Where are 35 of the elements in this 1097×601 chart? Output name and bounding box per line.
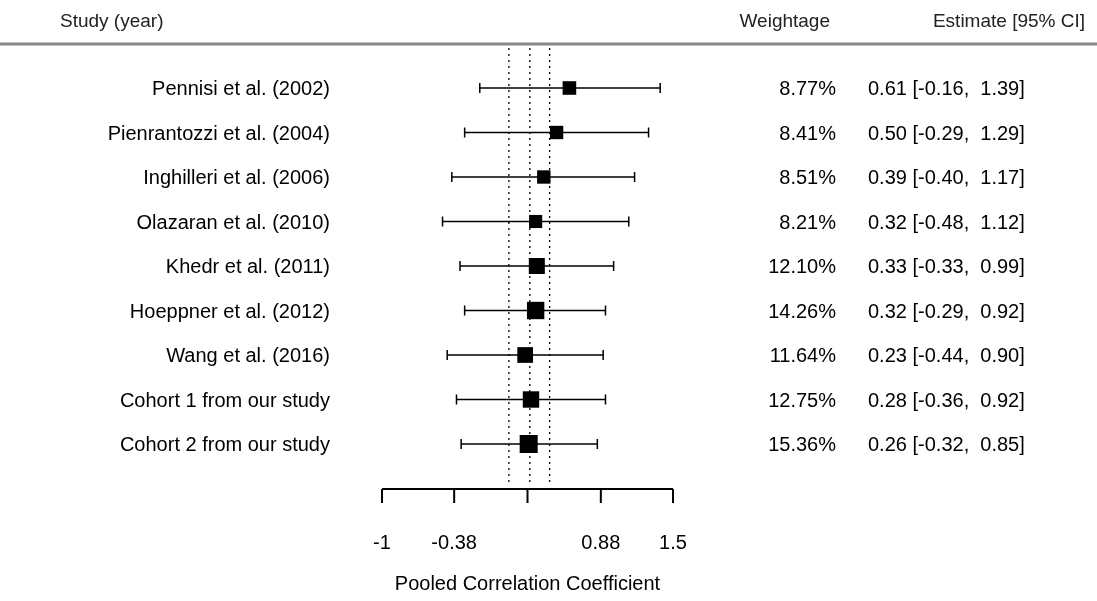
data-label: 0.39 [-0.40, 1.17] [868,166,1025,188]
x-axis-title: Pooled Correlation Coefficient [394,572,661,594]
y-tick-label: Khedr et al. (2011) [165,255,330,277]
text: Weightage [739,10,830,31]
text: 8.77% [779,77,837,99]
text: 11.64% [769,344,837,366]
x-tick-label: -0.38 [431,531,477,553]
x-tick-label: 0.88 [581,531,621,553]
x-tick-label: -1 [373,531,391,553]
y-tick-label: Pienrantozzi et al. (2004) [107,121,330,144]
text: 14.26% [768,299,837,322]
y-tick-label: Inghilleri et al. (2006) [143,166,330,188]
y-tick-label: Cohort 1 from our study [119,388,330,411]
data-label: 0.26 [-0.32, 0.85] [868,433,1025,455]
y-tick-label: Wang et al. (2016) [166,344,330,366]
text: Estimate [95% CI] [932,10,1085,31]
y-tick-label: Hoeppner et al. (2012) [129,299,330,322]
data-label: 0.23 [-0.44, 0.90] [868,344,1025,366]
text: 8.21% [779,210,837,233]
data-label: 0.61 [-0.16, 1.39] [868,77,1025,99]
text: Study (year) [60,10,164,31]
text: 8.51% [779,166,837,188]
text: 12.75% [768,388,837,411]
x-tick-label: 1.5 [659,531,687,553]
data-label: 0.50 [-0.29, 1.29] [868,121,1025,144]
y-tick-label: Cohort 2 from our study [119,433,330,455]
text: 15.36% [768,433,837,455]
data-label: 0.32 [-0.29, 0.92] [868,299,1025,322]
text: 12.10% [768,255,837,277]
text: 8.41% [779,121,837,144]
data-label: 0.33 [-0.33, 0.99] [868,255,1025,277]
data-label: 0.32 [-0.48, 1.12] [868,210,1025,233]
data-label: 0.28 [-0.36, 0.92] [868,388,1025,411]
y-tick-label: Olazaran et al. (2010) [136,210,330,233]
y-tick-label: Pennisi et al. (2002) [152,77,330,99]
